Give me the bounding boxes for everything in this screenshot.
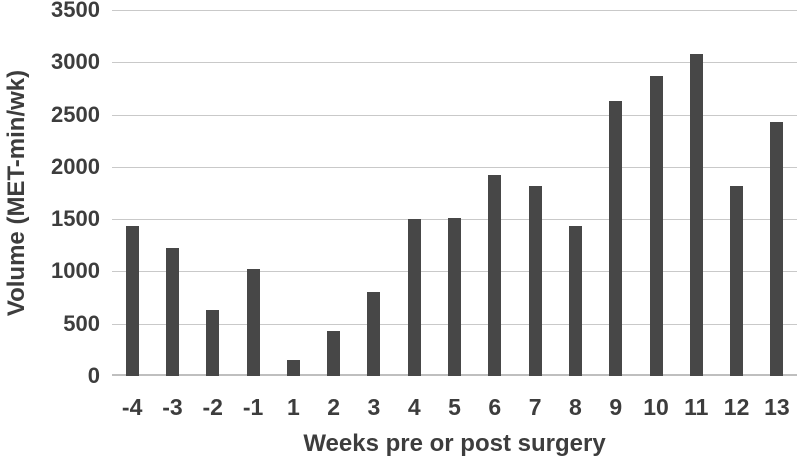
x-tick-label: 9 [609,394,623,420]
gridline [112,10,797,11]
bar-slot-week--3 [152,10,192,376]
bar-slot-week-10 [636,10,676,376]
x-tick-label: 11 [684,394,709,420]
x-tick-label: 12 [723,394,750,420]
bar-week-8 [568,225,582,376]
x-tick-label: 2 [327,394,341,420]
y-tick-label: 1000 [51,258,100,284]
bar-slot-week-3 [354,10,394,376]
gridline [112,62,797,64]
x-tick-label: 3 [367,394,381,420]
bar-week--4 [125,226,139,376]
gridline [112,166,797,168]
y-tick-label: 2500 [51,101,100,127]
x-tick-label: 5 [448,394,461,420]
x-tick-label: -3 [162,394,183,420]
x-tick-label: 6 [488,394,502,420]
x-tick-label: -1 [242,394,264,420]
bar-week-11 [689,53,703,376]
x-axis-title: Weeks pre or post surgery [303,430,606,457]
y-tick-label: 3500 [51,0,100,22]
y-tick-label: 1500 [51,206,100,232]
gridline [112,114,797,116]
x-tick-label: 13 [764,394,790,420]
bar-week--3 [165,248,179,376]
x-tick-label: 8 [569,394,582,420]
bar-slot-week-7 [515,10,555,376]
bar-week--2 [206,309,220,376]
bar-week-13 [770,121,784,376]
y-tick-label: 0 [87,363,100,388]
x-tick-label: 1 [286,394,300,420]
bar-slot-week-2 [313,10,353,376]
y-tick-label: 3000 [51,49,100,75]
bar-slot-week-1 [273,10,313,376]
bar-slot-week-12 [716,10,756,376]
x-tick-label: -2 [202,394,223,420]
x-tick-label: 7 [528,394,542,420]
bar-week--1 [246,268,260,376]
bar-week-9 [609,100,623,376]
bar-slot-week-5 [434,10,474,376]
bar-slot-week-4 [394,10,434,376]
bar-series [112,10,797,376]
x-tick-label: 4 [407,394,421,420]
bar-slot-week-6 [475,10,515,376]
bar-slot-week-11 [676,10,716,376]
bar-week-10 [649,76,663,376]
bar-week-4 [407,219,421,376]
bar-week-12 [730,185,744,376]
plot-area [112,10,797,376]
bar-slot-week--2 [193,10,233,376]
y-tick-label: 500 [63,310,100,336]
bar-week-1 [286,360,300,376]
bar-slot-week--1 [233,10,273,376]
y-tick-label: 2000 [51,153,100,179]
bar-week-5 [448,217,462,376]
x-tick-label: 10 [643,394,669,420]
x-tick-label: -4 [121,394,143,420]
bar-slot-week-8 [555,10,595,376]
bar-week-6 [488,175,502,376]
bar-week-3 [367,292,381,376]
bar-slot-week-13 [757,10,797,376]
y-axis-tick-labels: 0 500 1000 1500 2000 2500 3000 3500 [0,0,103,388]
x-axis-tick-labels: -4 -3 -2 -1 1 2 3 4 5 6 7 8 9 10 11 12 13 [112,393,797,421]
bar-slot-week-9 [596,10,636,376]
bar-week-7 [528,185,542,376]
bar-week-2 [327,331,341,376]
bar-slot-week--4 [112,10,152,376]
